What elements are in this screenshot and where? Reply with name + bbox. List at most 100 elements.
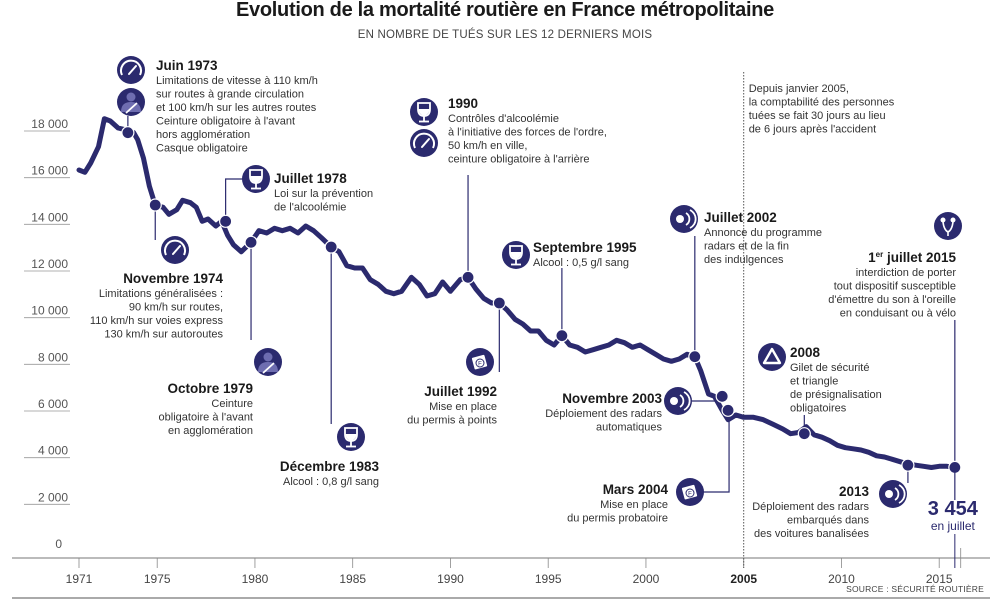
methodology-note-line: de 6 jours après l'accident bbox=[749, 124, 876, 136]
gauge-needle bbox=[172, 245, 181, 255]
event-text-line: Mise en place bbox=[600, 499, 668, 511]
radar-icon bbox=[879, 480, 907, 508]
event-text-line: à l'initiative des forces de l'ordre, bbox=[448, 127, 607, 139]
event-text-line: du permis à points bbox=[407, 415, 497, 427]
y-tick-label: 18 000 bbox=[31, 117, 68, 131]
event-text-line: du permis probatoire bbox=[567, 513, 668, 525]
radar-dot bbox=[670, 397, 678, 405]
x-tick-label: 2005 bbox=[730, 572, 757, 586]
event-text-line: Alcool : 0,5 g/l sang bbox=[533, 257, 629, 269]
event-text-line: de présignalisation bbox=[790, 389, 882, 401]
license-letter: F bbox=[478, 362, 482, 368]
person-head bbox=[263, 352, 273, 362]
wine-glass-icon bbox=[410, 98, 438, 126]
license-mark bbox=[685, 488, 695, 498]
event-text-line: Ceinture obligatoire à l'avant bbox=[156, 116, 295, 128]
event-decembre-1983: Décembre 1983 Alcool : 0,8 g/l sang bbox=[280, 240, 380, 488]
x-axis: 1971 1975 1980 1985 1990 1995 2000 2005 2010 2015 bbox=[12, 548, 990, 586]
event-marker bbox=[901, 458, 915, 472]
event-title: Décembre 1983 bbox=[280, 459, 380, 474]
event-text-line: Déploiement des radars bbox=[545, 408, 662, 420]
gauge-arc bbox=[164, 239, 186, 256]
event-marker bbox=[721, 403, 735, 417]
event-text-line: Limitations généralisées : bbox=[99, 288, 223, 300]
event-text-line: Contrôles d'alcoolémie bbox=[448, 113, 559, 125]
speedometer-icon bbox=[161, 236, 189, 264]
license-icon: F bbox=[676, 478, 704, 506]
wine-glass-icon bbox=[337, 423, 365, 451]
event-title: Mars 2004 bbox=[603, 482, 669, 497]
belt bbox=[125, 102, 138, 114]
event-title: Octobre 1979 bbox=[167, 381, 253, 396]
event-title: Juin 1973 bbox=[156, 58, 218, 73]
event-juillet-2002: Juillet 2002 Annonce du programme radars e… bbox=[670, 205, 822, 364]
events-layer: Juin 1973 Limitations de vitesse à 110 km… bbox=[90, 56, 962, 540]
event-text-line: Loi sur la prévention bbox=[274, 188, 373, 200]
event-juillet-2015: 1er juillet 2015 interdiction de porter to… bbox=[828, 212, 962, 475]
y-tick-label: 12 000 bbox=[31, 257, 68, 271]
event-octobre-1979: Octobre 1979 Ceinture obligatoire à l'avan… bbox=[159, 235, 282, 437]
event-title: Juillet 2002 bbox=[704, 210, 777, 225]
speedometer-icon bbox=[410, 129, 438, 157]
event-text-line: Mise en place bbox=[429, 401, 497, 413]
event-title: Novembre 2003 bbox=[562, 391, 662, 406]
event-text-line: des indulgences bbox=[704, 254, 784, 266]
event-text-line: en agglomération bbox=[168, 425, 253, 437]
event-text-line: Ceinture bbox=[211, 398, 253, 410]
seatbelt-icon bbox=[254, 348, 282, 376]
radar-dot bbox=[676, 215, 684, 223]
event-text-line: Alcool : 0,8 g/l sang bbox=[283, 476, 379, 488]
glass-bowl bbox=[417, 102, 431, 117]
y-tick-label: 16 000 bbox=[31, 164, 68, 178]
earphones-icon bbox=[934, 212, 962, 240]
glass-wine bbox=[250, 176, 262, 183]
icon-badge bbox=[758, 343, 786, 371]
event-leader bbox=[700, 410, 730, 493]
y-tick-label: 6 000 bbox=[38, 397, 68, 411]
glass-wine bbox=[510, 252, 522, 259]
event-marker bbox=[715, 389, 729, 403]
event-juillet-1978: Juillet 1978 Loi sur la prévention de l'al… bbox=[219, 165, 373, 228]
event-title: Novembre 1974 bbox=[123, 271, 223, 286]
event-text-line: automatiques bbox=[596, 422, 663, 434]
event-marker bbox=[461, 270, 475, 284]
x-tick-label: 1990 bbox=[437, 572, 464, 586]
methodology-note-line: Depuis janvier 2005, bbox=[749, 83, 849, 95]
radar-wave-1 bbox=[679, 394, 685, 408]
event-marker bbox=[688, 350, 702, 364]
x-tick-label: 1985 bbox=[339, 572, 366, 586]
event-septembre-1995: Septembre 1995 Alcool : 0,5 g/l sang bbox=[502, 240, 637, 343]
y-tick-label: 0 bbox=[55, 537, 62, 551]
event-mars-2004: F Mars 2004 Mise en place du permis probato… bbox=[567, 403, 735, 525]
event-text-line: de l'alcoolémie bbox=[274, 202, 346, 214]
x-tick-label: 2010 bbox=[828, 572, 855, 586]
seatbelt-icon bbox=[117, 88, 145, 116]
license-mark bbox=[475, 358, 485, 368]
y-axis: 0 2 000 4 000 6 000 8 000 10 000 12 000 14 000 1… bbox=[24, 117, 70, 551]
radar-wave-1 bbox=[685, 212, 691, 226]
event-text-line: sur routes à grande circulation bbox=[156, 89, 304, 101]
event-1990: 1990 Contrôles d'alcoolémie à l'initiative… bbox=[410, 96, 607, 284]
chart-subtitle: EN NOMBRE DE TUÉS SUR LES 12 DERNIERS MO… bbox=[358, 28, 653, 41]
event-marker bbox=[219, 214, 233, 228]
x-tick-label: 2015 bbox=[926, 572, 953, 586]
radar-icon bbox=[664, 387, 692, 415]
earbud-right bbox=[950, 217, 956, 223]
event-juin-1973: Juin 1973 Limitations de vitesse à 110 km… bbox=[117, 56, 318, 155]
event-text-line: 50 km/h en ville, bbox=[448, 140, 527, 152]
gauge-arc bbox=[120, 59, 142, 76]
event-text-line: des voitures banalisées bbox=[754, 528, 869, 540]
event-novembre-1974: Novembre 1974 Limitations généralisées : 9… bbox=[90, 198, 224, 341]
event-title: Juillet 1978 bbox=[274, 171, 347, 186]
event-text-line: 110 km/h sur voies express bbox=[90, 315, 224, 327]
event-text-line: tout dispositif susceptible bbox=[834, 281, 956, 293]
event-marker bbox=[797, 427, 811, 441]
gauge-needle bbox=[421, 138, 430, 148]
event-juillet-1992: F Juillet 1992 Mise en place du permis à po… bbox=[407, 296, 506, 427]
license-icon: F bbox=[466, 348, 494, 376]
event-text-line: Gilet de sécurité bbox=[790, 362, 869, 374]
final-value: 3 454 bbox=[928, 498, 979, 520]
